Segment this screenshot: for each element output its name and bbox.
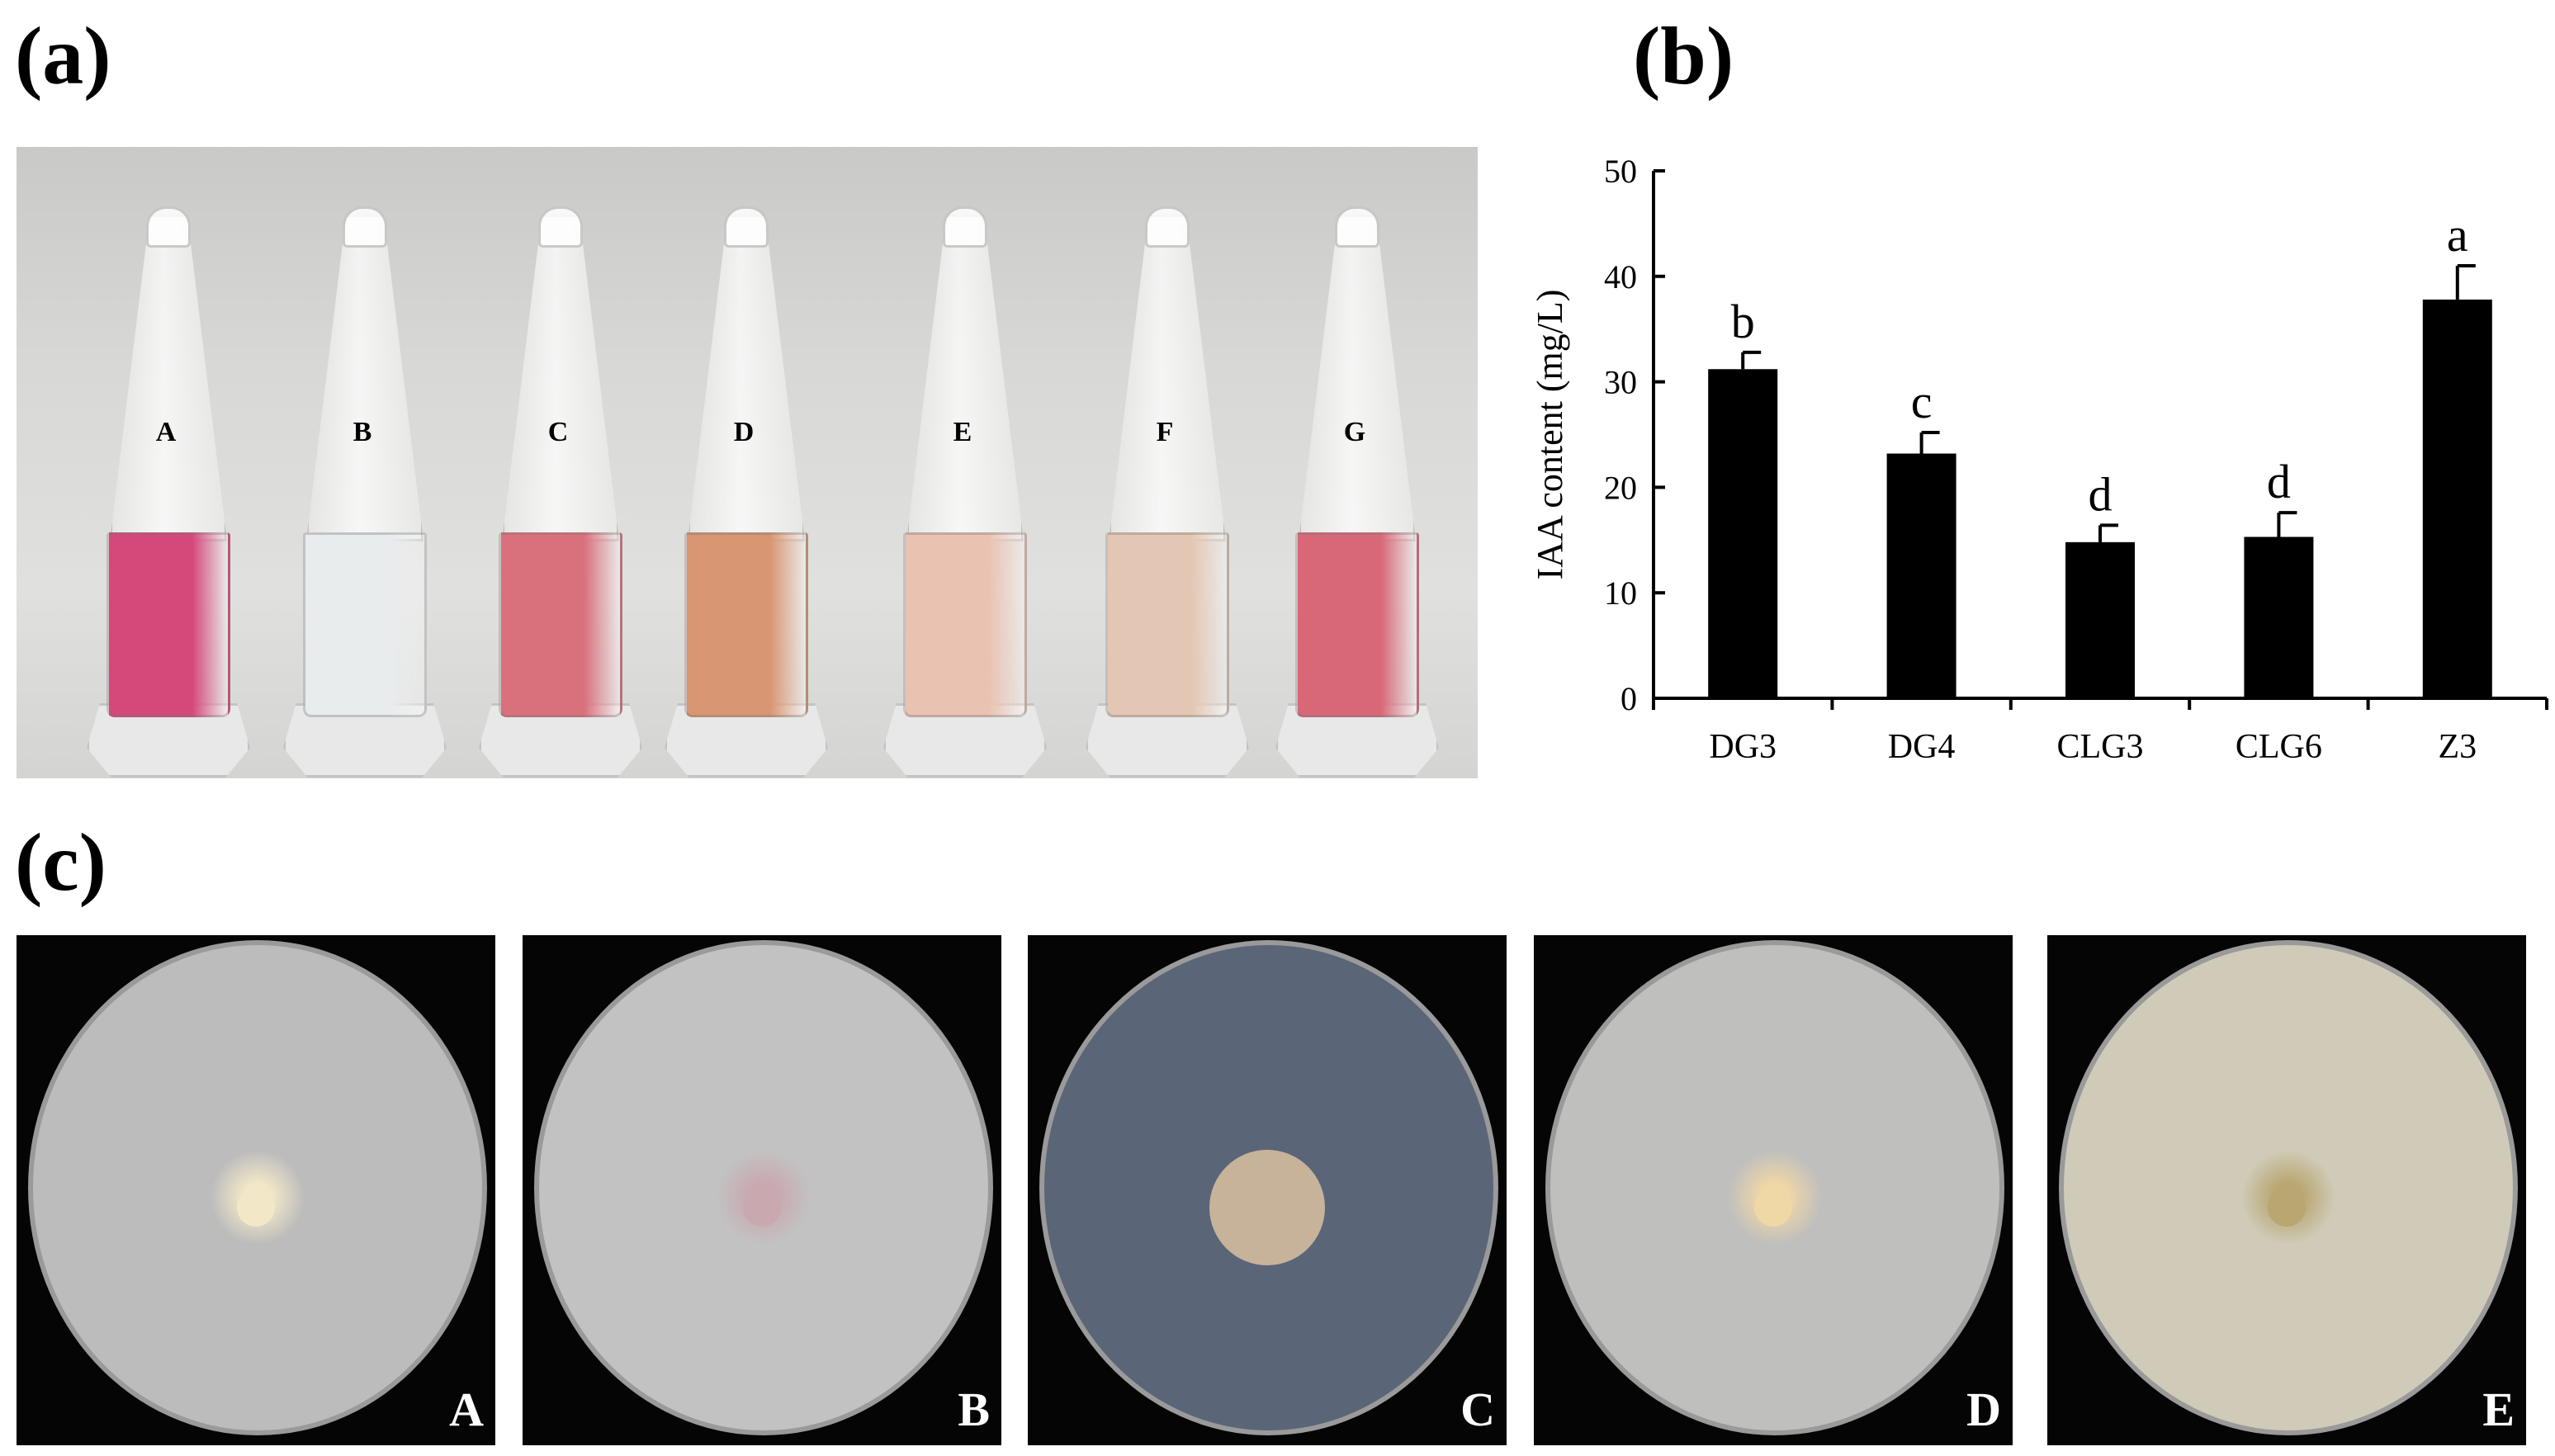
plate-label: B	[958, 1383, 990, 1436]
bar-dg3	[1708, 369, 1778, 698]
y-tick-label: 0	[1621, 680, 1637, 717]
tube-cap	[146, 206, 191, 248]
plate-label: D	[1966, 1383, 2001, 1436]
tube-label: G	[1343, 417, 1366, 447]
y-tick-label: 10	[1604, 574, 1637, 612]
plate-label: E	[2482, 1383, 2515, 1436]
tube-liquid	[303, 532, 427, 717]
iaa-bar-chart: 0 10 20 30 40 50 IAA content (mg/L) b DG3 c DG4 d C…	[1530, 153, 2548, 766]
bar-clg3	[2065, 541, 2135, 698]
petri-dish	[1545, 940, 2004, 1435]
petri-dish	[534, 940, 993, 1435]
significance-label: c	[1911, 375, 1933, 428]
colony-center	[1754, 1189, 1792, 1227]
y-tick-label: 40	[1604, 258, 1637, 295]
tube-f: F	[1086, 206, 1249, 778]
tube-label: B	[352, 417, 372, 447]
x-tick-label: CLG6	[2236, 728, 2322, 766]
tube-cone	[110, 215, 227, 541]
y-tick-label: 20	[1604, 469, 1637, 506]
significance-label: d	[2267, 455, 2291, 508]
significance-label: b	[1731, 295, 1755, 348]
plate-label: A	[449, 1383, 484, 1436]
colony-center	[237, 1189, 275, 1227]
bar-clg6	[2244, 537, 2314, 698]
tube-d: D	[665, 206, 828, 778]
colony-center	[743, 1189, 781, 1227]
tube-cap	[943, 206, 987, 248]
tube-cone	[502, 215, 619, 541]
tube-cap	[538, 206, 583, 248]
tube-liquid	[1105, 532, 1229, 717]
petri-dish	[1039, 940, 1498, 1435]
tube-cap	[1335, 206, 1379, 248]
bar-dg4	[1886, 453, 1956, 698]
panel-label-a: (a)	[15, 10, 111, 102]
panel-label-b: (b)	[1633, 10, 1734, 102]
plate-label: C	[1460, 1383, 1495, 1436]
significance-label: a	[2447, 208, 2468, 262]
tube-label: C	[547, 417, 569, 447]
plate-a: A	[17, 935, 495, 1445]
tube-cone	[1299, 215, 1416, 541]
petri-dish	[2059, 940, 2518, 1435]
x-tick-label: DG3	[1709, 728, 1777, 766]
panel-label-c: (c)	[15, 816, 106, 908]
x-tick-label: Z3	[2438, 728, 2477, 766]
tube-liquid	[106, 532, 230, 717]
x-tick-label: DG4	[1888, 728, 1956, 766]
tube-b: B	[283, 206, 447, 778]
plate-e: E	[2047, 935, 2526, 1445]
significance-label: d	[2089, 467, 2113, 521]
tube-cap	[1145, 206, 1190, 248]
tube-label: A	[155, 417, 177, 447]
tube-label: F	[1156, 417, 1174, 447]
y-tick-label: 50	[1604, 153, 1637, 190]
tube-liquid	[1295, 532, 1419, 717]
tube-cone	[1109, 215, 1226, 541]
tube-liquid	[499, 532, 622, 717]
colony-center	[2268, 1189, 2306, 1227]
plate-d: D	[1534, 935, 2013, 1445]
colony-center	[1209, 1150, 1325, 1265]
tube-cone	[688, 215, 805, 541]
petri-dish	[28, 940, 487, 1435]
y-axis-label: IAA content (mg/L)	[1530, 290, 1570, 580]
tubes-photo: A B C D E F G	[17, 147, 1478, 778]
y-tick-label: 30	[1604, 364, 1637, 401]
plate-b: B	[523, 935, 1001, 1445]
tube-a: A	[87, 206, 250, 778]
bar-z3	[2422, 299, 2492, 698]
tube-label: E	[953, 417, 972, 447]
tube-cone	[906, 215, 1024, 541]
tube-c: C	[479, 206, 642, 778]
tube-liquid	[684, 532, 808, 717]
tube-cap	[343, 206, 387, 248]
x-tick-label: CLG3	[2057, 728, 2144, 766]
tube-label: D	[733, 417, 755, 447]
tube-e: E	[883, 206, 1047, 778]
tube-cap	[724, 206, 769, 248]
plate-c: C	[1028, 935, 1507, 1445]
tube-liquid	[903, 532, 1027, 717]
tube-cone	[306, 215, 423, 541]
tube-g: G	[1275, 206, 1439, 778]
